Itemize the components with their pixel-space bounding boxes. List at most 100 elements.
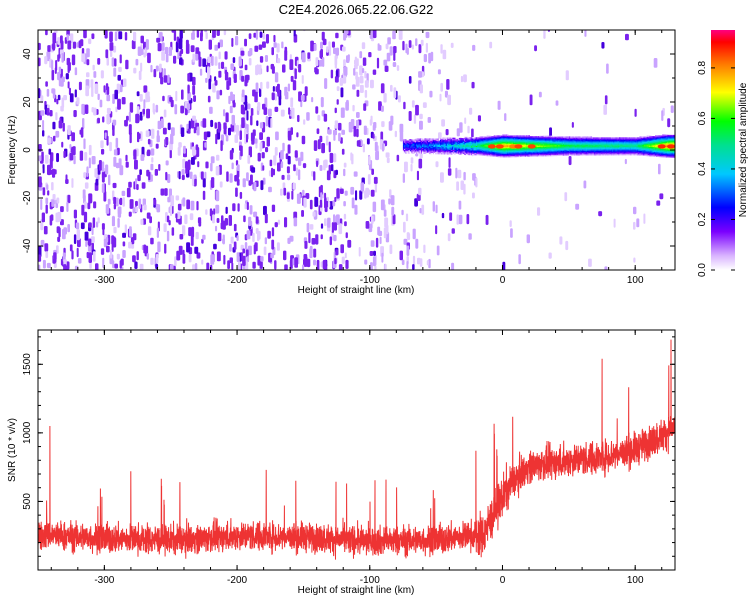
spectrogram-signal-cell (597, 145, 600, 148)
spectrogram-signal-cell (613, 151, 615, 154)
spectrogram-cell (390, 84, 393, 92)
spectrogram-signal-cell (535, 136, 538, 138)
spectrogram-cell (312, 211, 316, 217)
spectrogram-signal-cell (494, 154, 497, 156)
spectrogram-signal-cell (545, 155, 547, 157)
spectrogram-signal-cell (536, 149, 539, 151)
spectrogram-cell (186, 242, 191, 253)
spectrogram-signal-cell (462, 150, 465, 152)
spectrogram-signal-cell (569, 148, 571, 150)
spectrogram-signal-cell (511, 153, 514, 155)
spectrogram-cell (246, 230, 251, 240)
spectrogram-signal-cell (603, 145, 606, 148)
spectrogram-signal-cell (481, 150, 484, 153)
spectrogram-signal-cell (547, 135, 550, 138)
spectrogram-signal-cell (514, 154, 516, 156)
spectrogram-signal-cell (461, 140, 464, 142)
spectrogram-signal-cell (493, 142, 496, 144)
spectrogram-signal-cell (445, 145, 448, 148)
spectrogram-signal-cell (545, 146, 547, 148)
spectrogram-signal-cell (526, 145, 528, 148)
spectrogram-signal-cell (565, 143, 567, 145)
spectrogram-signal-cell (552, 140, 554, 142)
spectrogram-cell (251, 167, 256, 173)
spectrogram-signal-cell (595, 141, 597, 143)
spectrogram-signal-cell (505, 138, 508, 140)
spectrogram-cell (104, 132, 107, 139)
spectrogram-signal-cell (493, 143, 496, 145)
spectrogram-signal-cell (506, 136, 509, 139)
spectrogram-cell (271, 204, 276, 212)
spectrogram-cell (633, 221, 636, 230)
spectrogram-signal-cell (576, 136, 578, 138)
spectrogram-signal-cell (626, 143, 628, 145)
spectrogram-signal-cell (435, 151, 437, 154)
spectrogram-signal-cell (530, 142, 533, 144)
spectrogram-signal-cell (497, 153, 499, 155)
spectrogram-signal-cell (592, 151, 595, 154)
spectrogram-signal-cell (521, 138, 523, 141)
spectrogram-cell (97, 93, 100, 101)
spectrogram-signal-cell (649, 146, 651, 148)
spectrogram-cell (150, 148, 155, 156)
spectrogram-signal-cell (468, 145, 471, 147)
spectrogram-signal-cell (659, 139, 662, 141)
spectrogram-signal-cell (606, 154, 608, 156)
spectrogram-signal-cell (505, 145, 508, 147)
spectrogram-signal-cell (615, 143, 618, 145)
spectrogram-signal-cell (447, 141, 449, 143)
spectrogram-cell (348, 30, 351, 31)
spectrogram-cell (463, 171, 466, 181)
spectrogram-signal-cell (616, 140, 619, 143)
spectrogram-cell (447, 233, 451, 242)
spectrogram-cell (146, 108, 150, 119)
spectrogram-signal-cell (510, 148, 512, 151)
spectrogram-signal-cell (590, 151, 593, 154)
spectrogram-signal-cell (411, 142, 413, 145)
spectrogram-signal-cell (598, 153, 601, 155)
spectrogram-signal-cell (649, 147, 651, 150)
spectrogram-signal-cell (627, 154, 630, 156)
spectrogram-signal-cell (552, 154, 554, 157)
spectrogram-cell (257, 102, 261, 111)
spectrogram-signal-cell (546, 145, 548, 147)
spectrogram-signal-cell (566, 147, 569, 149)
spectrogram-signal-cell (607, 138, 609, 140)
spectrogram-signal-cell (660, 139, 663, 141)
spectrogram-signal-cell (559, 151, 561, 153)
spectrogram-cell (435, 204, 438, 214)
spectrogram-signal-cell (590, 139, 593, 142)
spectrogram-signal-cell (627, 150, 630, 152)
spectrogram-signal-cell (502, 139, 504, 141)
spectrogram-signal-cell (558, 143, 560, 146)
spectrogram-signal-cell (577, 143, 579, 145)
spectrogram-cell (273, 155, 277, 166)
spectrogram-signal-cell (437, 150, 440, 152)
spectrogram-signal-cell (407, 148, 410, 151)
spectrogram-signal-cell (613, 138, 615, 140)
spectrogram-signal-cell (453, 137, 455, 140)
spectrogram-signal-cell (416, 152, 418, 154)
spectrogram-signal-cell (468, 143, 471, 145)
spectrogram-signal-cell (417, 151, 419, 153)
spectrogram-signal-cell (484, 151, 486, 153)
spectrogram-signal-cell (625, 152, 627, 155)
spectrogram-signal-cell (431, 143, 434, 145)
spectrogram-signal-cell (573, 153, 576, 155)
spectrogram-signal-cell (472, 152, 474, 155)
spectrogram-signal-cell (607, 151, 609, 154)
spectrogram-signal-cell (594, 148, 596, 150)
spectrogram-signal-cell (430, 148, 432, 150)
spectrogram-signal-cell (586, 137, 589, 139)
spectrogram-signal-cell (498, 153, 501, 155)
spectrogram-cell (218, 70, 222, 78)
spectrogram-cell (328, 41, 331, 48)
spectrogram-signal-cell (619, 148, 621, 150)
spectrogram-signal-cell (406, 147, 409, 149)
spectrogram-signal-cell (652, 138, 655, 140)
spectrogram-signal-cell (555, 139, 558, 141)
spectrogram-signal-cell (649, 137, 651, 139)
spectrogram-signal-cell (601, 143, 603, 145)
spectrogram-signal-cell (530, 155, 533, 157)
spectrogram-signal-cell (646, 150, 649, 152)
